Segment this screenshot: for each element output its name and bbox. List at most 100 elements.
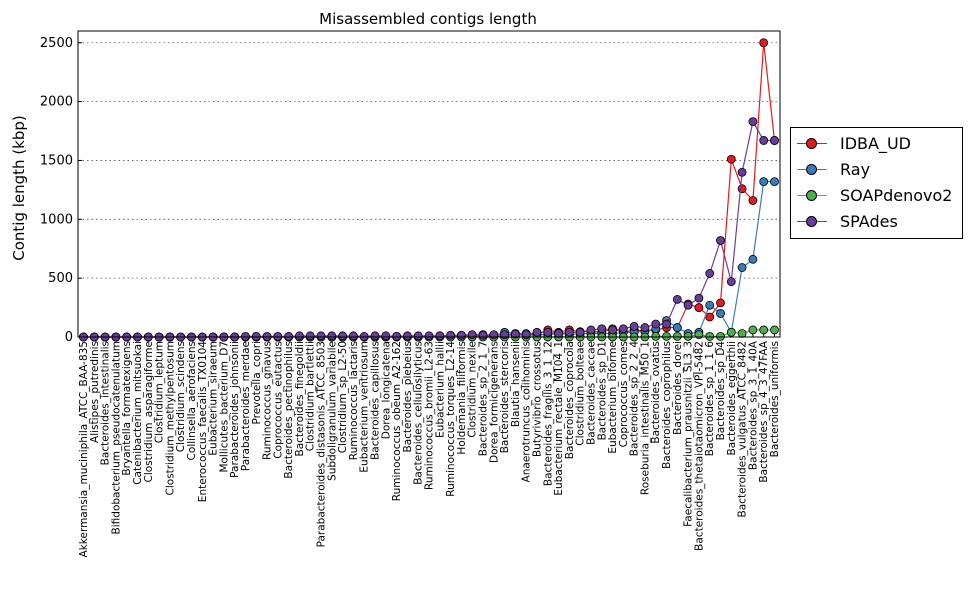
legend-label-ray: Ray [840, 160, 871, 179]
x-tick-label: Clostridium_methylpentosum [164, 341, 176, 495]
x-tick-label: Clostridium_asparagiforme [143, 341, 155, 483]
data-point [316, 331, 326, 341]
x-tick-label: Anaerotruncus_colihominis [521, 341, 533, 482]
x-tick-label: Dorea_longicatena [380, 341, 392, 439]
x-tick-label: Dorea_formicigenerans [488, 341, 500, 463]
data-point [456, 330, 466, 340]
legend-label-soapdenovo2: SOAPdenovo2 [840, 186, 953, 205]
data-point [694, 303, 704, 312]
data-point [662, 319, 671, 329]
series-line [83, 119, 775, 338]
x-tick-label: Catenibacterium_mitsuokai [132, 341, 144, 485]
x-tick-label: Bacteroides_thetaiotaomicron_VPI-5482 [693, 341, 705, 551]
x-tick-label: Butyrivibrio_crossotus [531, 341, 543, 457]
data-point [327, 331, 337, 341]
x-tick-label: Prevotella_copri [251, 341, 263, 425]
x-tick-label: Ruminococcus_bromii_L2-63 [424, 341, 436, 490]
x-tick-label: Bryantella_formatexigens [121, 341, 133, 476]
x-tick-label: Ruminococcus_obeum_A2-162 [391, 341, 403, 501]
x-tick-labels: Akkermansia_muciniphila_ATCC_BAA-835Alis… [78, 333, 781, 557]
data-point [413, 331, 423, 341]
x-tick-label: Parabacteroides_merdae [240, 341, 252, 471]
data-point [770, 136, 779, 145]
data-point [705, 300, 715, 310]
x-tick-label: Clostridium_bolteae [575, 341, 587, 446]
data-point [403, 331, 412, 341]
data-point [759, 325, 769, 335]
x-tick-label: Bacteroides_intestinalis [100, 341, 112, 465]
x-tick-label: Bacteroides_eggerthii [726, 341, 738, 455]
x-tick-label: Coprococcus_eutactus [272, 341, 284, 459]
data-point [510, 329, 520, 339]
data-point [251, 332, 261, 341]
data-point [370, 331, 380, 341]
x-tick-label: Bacteroides_coprocola [564, 341, 576, 459]
data-point [726, 154, 736, 164]
data-point [564, 327, 574, 337]
x-tick-label: Clostridium_sp_L2-50 [337, 341, 349, 453]
x-tick-label: Holdemania_filiformis [456, 341, 468, 455]
x-tick-label: Bacteroides_uniformis [769, 341, 781, 457]
legend-label-spades: SPAdes [840, 212, 898, 231]
data-point [651, 332, 661, 341]
series-spades [79, 117, 779, 342]
x-tick-label: Enterococcus_faecalis_TX0104 [197, 341, 209, 502]
data-point [716, 298, 725, 308]
x-tick-label: Bacteroides_sp_2_2_4 [629, 341, 641, 457]
x-tick-label: Ruminococcus_torques_L2-14 [445, 341, 457, 497]
data-point [295, 331, 304, 341]
series-idba-ud [79, 38, 779, 342]
data-point [273, 332, 283, 341]
data-point [705, 332, 715, 341]
data-point [748, 325, 758, 335]
x-tick-label: Ruminococcus_gnavus [262, 341, 274, 460]
y-tick-labels: 0 500 1000 1500 2000 2500 [40, 36, 82, 345]
x-tick-label: Subdoligranulum_variabile [326, 341, 338, 481]
x-tick-label: Coprococcus_comes [618, 341, 630, 447]
x-tick-label: Blautia_hansenii [510, 341, 522, 427]
data-point [586, 325, 596, 335]
x-tick-label: Parabacteroides_distasonis_ATCC_8503 [316, 341, 328, 547]
x-tick-label: Clostridium_nexile [467, 341, 479, 438]
x-tick-label: Bacteroides_dorei [672, 341, 684, 435]
data-point [705, 269, 715, 278]
x-tick-label: Bacteroides_sp_4_3_47FAA [758, 340, 770, 482]
x-tick-label: Bacteroides_sp_D4 [715, 341, 727, 441]
data-point [672, 294, 682, 304]
data-point [359, 332, 369, 341]
y-tick-label: 0 [65, 330, 73, 345]
x-tick-label: Clostridium_leptum [154, 341, 166, 443]
data-point [770, 177, 779, 187]
x-tick-label: Alistipes_putredinis [89, 341, 101, 443]
data-point [305, 331, 315, 341]
data-point [759, 177, 769, 187]
x-tick-label: Bacteroides_capillosus [370, 341, 382, 460]
y-tick-label: 1500 [40, 153, 73, 168]
series-ray [79, 177, 779, 342]
x-tick-label: Bacteroides_fragilis_3_1_12 [542, 341, 554, 486]
y-tick-label: 2000 [40, 95, 73, 110]
legend-marker-ray [806, 164, 817, 175]
data-point [435, 331, 445, 341]
data-point [748, 196, 758, 205]
x-tick-label: Roseburia_intestinalis_M50_1 [639, 341, 651, 495]
data-point [349, 331, 358, 341]
data-point [478, 330, 488, 340]
chart-title: Misassembled contigs length [319, 10, 537, 28]
x-tick-label: Bacteroides_finegoldii [294, 341, 306, 457]
data-point [651, 319, 661, 329]
data-point [554, 329, 563, 338]
data-point [241, 332, 250, 341]
data-point [726, 277, 736, 287]
y-tick-label: 2500 [40, 36, 73, 51]
data-point [392, 332, 402, 341]
x-tick-label: Collinsella_aerofaciens [186, 341, 198, 460]
x-tick-label: Mollicutes_bacterium_D7 [218, 341, 230, 473]
data-point [716, 332, 725, 341]
x-tick-label: Ruminococcus_lactaris [348, 341, 360, 460]
data-point [672, 332, 682, 341]
data-point [683, 300, 693, 310]
data-point [629, 322, 639, 331]
data-point [672, 323, 682, 332]
data-point [759, 136, 769, 145]
